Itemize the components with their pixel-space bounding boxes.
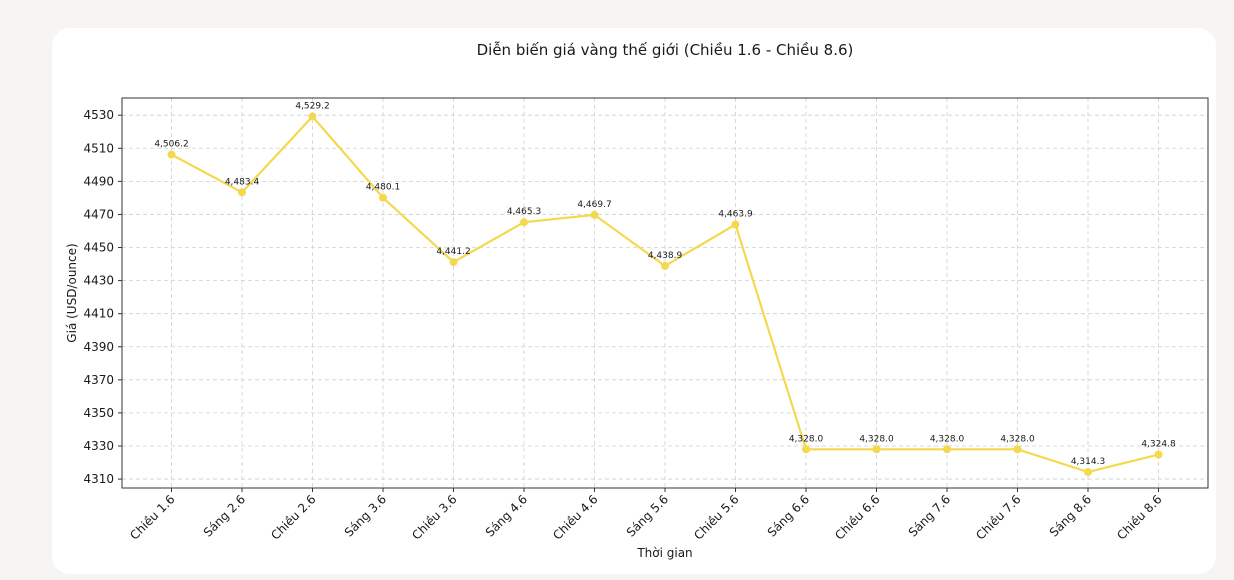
data-label: 4,328.0 (1000, 434, 1035, 444)
data-point (1013, 445, 1022, 454)
y-tick-label: 4390 (83, 340, 114, 354)
data-label: 4,465.3 (507, 207, 541, 217)
data-label: 4,314.3 (1071, 457, 1105, 467)
data-point (590, 210, 599, 219)
data-point (1154, 450, 1163, 459)
data-point (520, 218, 528, 227)
data-label: 4,469.7 (577, 200, 611, 210)
data-label: 4,483.4 (225, 177, 260, 187)
data-label: 4,463.9 (718, 210, 753, 220)
y-tick-label: 4450 (83, 241, 114, 255)
data-label: 4,529.2 (295, 102, 329, 112)
x-tick-label: Chiều 2.6 (268, 492, 318, 542)
x-axis-label: Thời gian (636, 546, 692, 560)
chart-title: Diễn biến giá vàng thế giới (Chiều 1.6 -… (477, 41, 854, 59)
y-tick-label: 4370 (83, 373, 114, 387)
x-tick-label: Chiều 8.6 (1114, 492, 1164, 542)
data-point (308, 112, 317, 121)
x-tick-label: Chiều 1.6 (127, 492, 177, 542)
data-point (731, 220, 740, 229)
data-label: 4,438.9 (648, 251, 683, 261)
data-point (661, 261, 669, 270)
data-point (167, 150, 176, 159)
data-point (943, 445, 951, 454)
x-axis: Chiều 1.6 Sáng 2.6 Chiều 2.6 Sáng 3.6 Chiều … (127, 488, 1165, 543)
data-label: 4,480.1 (366, 183, 400, 193)
data-point (449, 258, 458, 267)
data-label: 4,441.2 (436, 247, 470, 257)
data-label: 4,328.0 (789, 434, 824, 444)
x-tick-label: Sáng 6.6 (765, 492, 812, 539)
y-tick-label: 4530 (83, 108, 114, 122)
y-tick-label: 4430 (83, 274, 114, 288)
x-tick-label: Chiều 5.6 (691, 492, 741, 542)
data-label: 4,328.0 (859, 434, 894, 444)
x-tick-label: Chiều 3.6 (409, 492, 459, 542)
data-point (802, 445, 810, 454)
y-tick-label: 4490 (83, 174, 114, 188)
x-tick-label: Chiều 6.6 (832, 492, 882, 542)
y-axis: 4310 4330 4350 4370 4390 4410 4430 4450 4470 4490… (83, 108, 122, 486)
y-tick-label: 4330 (83, 439, 114, 453)
x-tick-label: Sáng 8.6 (1047, 492, 1094, 539)
x-tick-label: Chiều 7.6 (973, 492, 1023, 542)
y-tick-label: 4310 (83, 472, 114, 486)
y-tick-label: 4470 (83, 207, 114, 221)
data-label: 4,506.2 (154, 140, 188, 150)
data-point (872, 445, 881, 454)
data-point (1084, 467, 1092, 476)
grid-lines (122, 98, 1208, 488)
x-tick-label: Sáng 3.6 (342, 492, 389, 539)
data-label: 4,324.8 (1141, 440, 1176, 450)
data-point (379, 193, 387, 202)
series-gold-price: 4,506.2 4,483.4 4,529.2 4,480.1 4,441.2 4,465… (154, 102, 1176, 476)
x-tick-label: Chiều 4.6 (550, 492, 600, 542)
y-tick-label: 4350 (83, 406, 114, 420)
y-axis-label: Giá (USD/ounce) (65, 243, 79, 342)
y-tick-label: 4410 (83, 307, 114, 321)
x-tick-label: Sáng 7.6 (906, 492, 953, 539)
data-label: 4,328.0 (930, 434, 965, 444)
x-tick-label: Sáng 2.6 (201, 492, 248, 539)
x-tick-label: Sáng 4.6 (483, 492, 530, 539)
y-tick-label: 4510 (83, 141, 114, 155)
x-tick-label: Sáng 5.6 (624, 492, 671, 539)
chart-card (52, 28, 1216, 574)
data-point (238, 188, 246, 197)
